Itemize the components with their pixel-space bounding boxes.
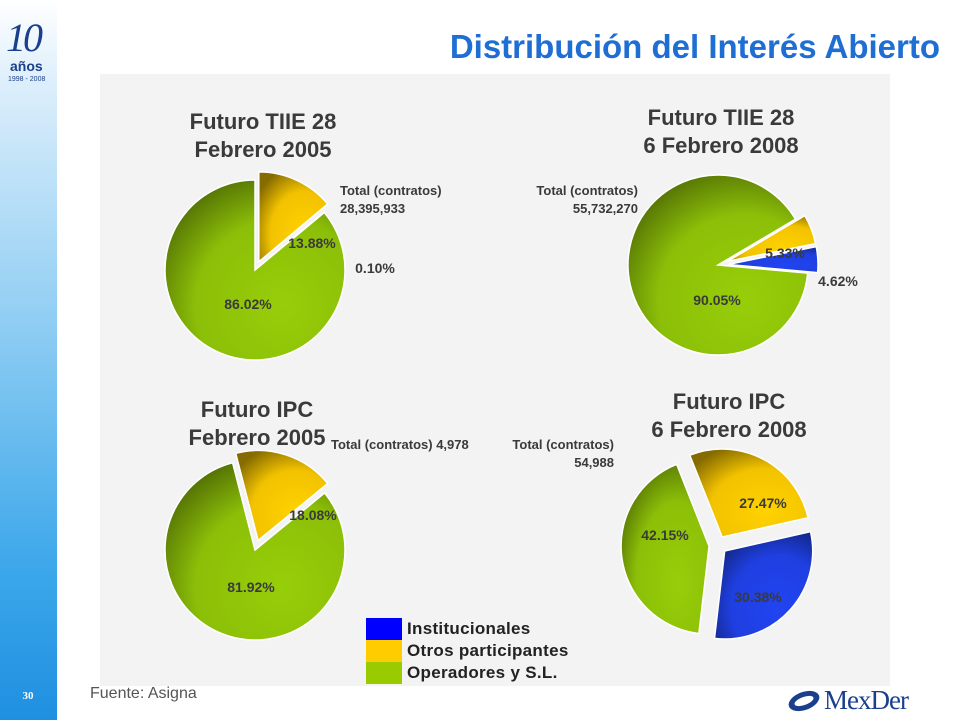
pie-value-label: 81.92% [227, 579, 275, 595]
pie-value-label: 42.15% [641, 527, 689, 543]
pie-slice-otros-participantes [726, 214, 817, 263]
logo-word: años [10, 58, 43, 74]
pie-value-label: 4.62% [818, 273, 858, 289]
left-sidebar [0, 0, 57, 720]
pie-value-label: 30.38% [734, 589, 782, 605]
mexder-logo: MexDer [786, 684, 936, 718]
mexder-logo-icon [788, 690, 820, 712]
pie-value-label: 90.05% [693, 292, 741, 308]
logo-number: 10 [6, 15, 43, 60]
pie-value-label: 13.88% [288, 235, 336, 251]
chart-title-tiie-2008: Futuro TIIE 28 6 Febrero 2008 [643, 105, 799, 158]
legend-label-otros: Otros participantes [407, 641, 569, 660]
legend-label-operadores: Operadores y S.L. [407, 663, 558, 682]
chart-title-ipc-2008: Futuro IPC 6 Febrero 2008 [651, 389, 807, 442]
legend: Institucionales Otros participantes Oper… [366, 618, 569, 684]
legend-swatch-otros [366, 640, 402, 662]
pie-slice-otros-participantes [258, 171, 329, 264]
legend-label-institucionales: Institucionales [407, 619, 531, 638]
pie-slice-otros-participantes [688, 448, 809, 538]
pie-slice-institucionales [727, 245, 819, 274]
legend-item-otros: Otros participantes [366, 640, 569, 662]
pie-slice-operadores-y-s-l [627, 174, 809, 356]
page-number: 30 [22, 690, 34, 702]
pie-chart-4: 27.47% 30.38% 42.15% [620, 448, 814, 640]
pie-value-label: 5.33% [765, 245, 805, 261]
pie-slice-institucionales [713, 530, 814, 640]
pie-slice-operadores-y-s-l [620, 463, 710, 635]
pie-chart-1: 13.88% 0.10% 86.02% [164, 171, 395, 361]
legend-swatch-operadores [366, 662, 402, 684]
pie-value-label: 18.08% [289, 507, 337, 523]
pie-value-label: 27.47% [739, 495, 787, 511]
legend-item-operadores: Operadores y S.L. [366, 662, 569, 684]
pie-slice-otros-participantes [234, 449, 329, 542]
chart-title-ipc-2005: Futuro IPC Febrero 2005 [188, 397, 326, 450]
pie-slice-operadores-y-s-l [164, 461, 346, 641]
source-note: Fuente: Asigna [90, 685, 197, 702]
pie-chart-3: 18.08% 81.92% [164, 449, 346, 641]
pie-value-label: 86.02% [224, 296, 272, 312]
total-contracts-ipc-2005: Total (contratos) 4,978 [331, 437, 469, 452]
pie-value-label: 0.10% [355, 260, 395, 276]
logo-years: 1998 - 2008 [8, 76, 46, 83]
total-contracts-ipc-2008: Total (contratos) 54,988 [512, 437, 614, 470]
legend-item-institucionales: Institucionales [366, 618, 569, 640]
pie-chart-2: 5.33% 4.62% 90.05% [627, 174, 858, 356]
legend-swatch-institucionales [366, 618, 402, 640]
anniversary-logo: 10 años 1998 - 2008 [6, 18, 54, 90]
pie-slice-operadores-y-s-l [164, 179, 346, 361]
slide-title: Distribución del Interés Abierto [449, 28, 940, 65]
mexder-logo-text: MexDer [824, 685, 909, 715]
chart-title-tiie-2005: Futuro TIIE 28 Febrero 2005 [189, 109, 337, 162]
total-contracts-tiie-2005: Total (contratos) 28,395,933 [340, 183, 442, 216]
total-contracts-tiie-2008: Total (contratos) 55,732,270 [536, 183, 638, 216]
